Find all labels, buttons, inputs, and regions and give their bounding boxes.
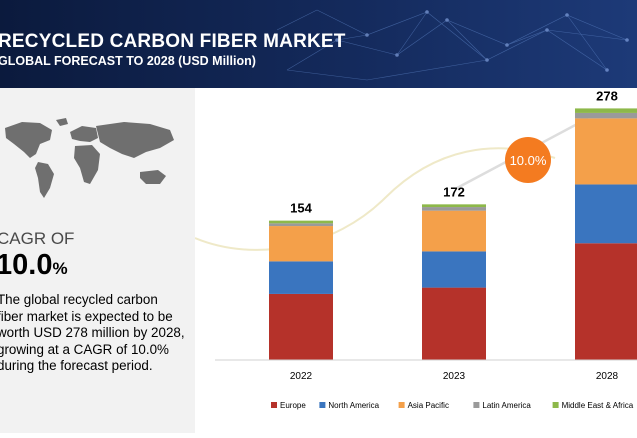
bars-group: 154 172 278 [269, 88, 637, 360]
bar-segment-latin-america [422, 207, 486, 211]
x-tick-label: 2022 [290, 371, 313, 382]
chart-legend: Europe North America Asia Pacific Latin Ame… [271, 401, 634, 410]
decorative-swoosh [194, 147, 556, 251]
bar-segment-europe [269, 293, 333, 360]
bar-total-label: 278 [596, 88, 618, 103]
bar-segment-latin-america [575, 112, 637, 119]
bar-segment-europe [422, 287, 486, 360]
bar-segment-middle-east-africa [422, 204, 486, 208]
legend-swatch [552, 402, 559, 408]
cagr-value: 10.0% [0, 249, 68, 282]
legend-swatch [271, 402, 277, 408]
x-tick-label: 2028 [596, 371, 619, 382]
bar-segment-middle-east-africa [269, 220, 333, 224]
chart-area: 154 172 278 2022 2023 2028 10.0% Europe North… [194, 88, 637, 433]
bar-segment-north-america [422, 251, 486, 288]
cagr-label: CAGR OF [0, 229, 75, 248]
bar-segment-latin-america [269, 223, 333, 227]
header-banner: RECYCLED CARBON FIBER MARKET GLOBAL FORE… [0, 0, 637, 88]
legend-label: Europe [280, 401, 306, 410]
legend-label: Latin America [482, 401, 531, 410]
legend-label: Asia Pacific [408, 401, 449, 410]
page-title: RECYCLED CARBON FIBER MARKET [0, 31, 346, 52]
summary-panel: CAGR OF 10.0% The global recycled carbon… [0, 88, 195, 433]
legend-label: Middle East & Africa [562, 401, 634, 410]
bar-segment-middle-east-africa [575, 108, 637, 113]
bar-segment-north-america [269, 261, 333, 294]
bar-segment-asia-pacific [575, 118, 637, 185]
page-subtitle: GLOBAL FORECAST TO 2028 (USD Million) [0, 54, 256, 68]
legend-swatch [319, 402, 326, 408]
market-description: The global recycled carbon fiber market … [0, 292, 185, 374]
world-map-icon [5, 118, 174, 198]
legend-swatch [398, 402, 405, 408]
bar-segment-asia-pacific [422, 210, 486, 252]
x-tick-label: 2023 [443, 371, 466, 382]
bar-total-label: 172 [443, 184, 465, 199]
x-axis: 2022 2023 2028 [215, 359, 637, 382]
cagr-unit: % [52, 259, 68, 278]
bar-segment-europe [575, 243, 637, 360]
legend-swatch [473, 402, 480, 408]
bar-segment-north-america [575, 184, 637, 244]
cagr-bubble-label: 10.0% [510, 153, 547, 168]
cagr-bubble [505, 137, 551, 183]
cagr-number: 10.0 [0, 249, 53, 281]
legend-label: North America [328, 401, 379, 410]
bar-segment-asia-pacific [269, 226, 333, 262]
network-decoration [277, 9, 629, 81]
stacked-bar-chart: 154 172 278 2022 2023 2028 10.0% Europe North… [194, 88, 637, 410]
bar-total-label: 154 [290, 201, 312, 216]
